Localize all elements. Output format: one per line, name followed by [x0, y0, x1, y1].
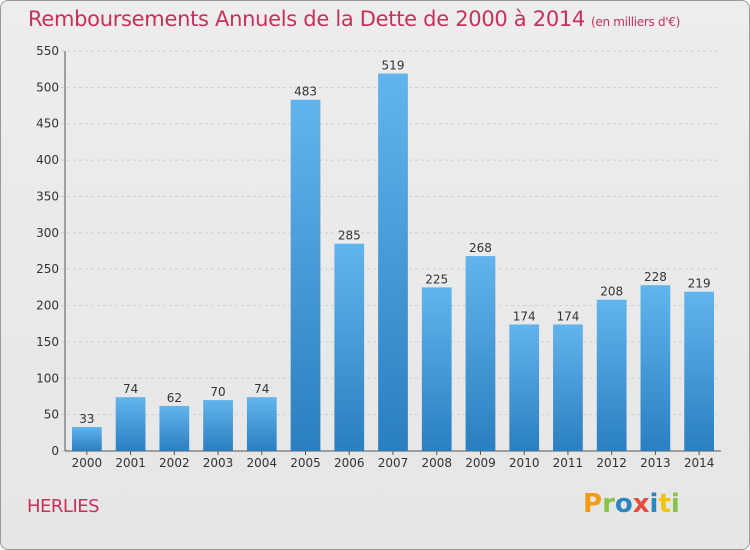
bar [640, 285, 671, 451]
y-tick-label: 450 [36, 117, 59, 131]
city-name: HERLIES [27, 496, 100, 517]
bar [596, 299, 627, 451]
x-tick-label: 2011 [553, 456, 584, 470]
data-label: 174 [556, 309, 579, 323]
x-tick-label: 2014 [684, 456, 715, 470]
data-label: 225 [425, 272, 448, 286]
y-tick-label: 100 [36, 371, 59, 385]
y-tick-label: 500 [36, 80, 59, 94]
bar [553, 324, 583, 451]
x-tick-label: 2003 [203, 456, 234, 470]
x-tick-label: 2007 [378, 456, 409, 470]
bar [378, 73, 408, 451]
y-tick-label: 50 [44, 408, 59, 422]
x-tick-label: 2009 [465, 456, 496, 470]
y-tick-label: 200 [36, 299, 59, 313]
bar [115, 397, 146, 451]
bar [71, 427, 102, 451]
chart-title-text: Remboursements Annuels de la Dette de 20… [28, 7, 585, 31]
data-label: 519 [382, 59, 405, 73]
x-tick-label: 2008 [421, 456, 452, 470]
proxiti-logo: Proxiti [583, 489, 680, 519]
bar [334, 243, 365, 451]
x-tick-label: 2002 [159, 456, 190, 470]
x-tick-label: 2005 [290, 456, 321, 470]
y-tick-label: 150 [36, 335, 59, 349]
x-tick-label: 2006 [334, 456, 365, 470]
data-label: 285 [338, 229, 361, 243]
data-label: 268 [469, 241, 492, 255]
y-tick-label: 550 [36, 44, 59, 58]
data-label: 483 [294, 85, 317, 99]
chart-unit: (en milliers d'€) [591, 15, 681, 29]
x-tick-label: 2010 [509, 456, 540, 470]
y-tick-label: 350 [36, 189, 59, 203]
y-tick-label: 300 [36, 226, 59, 240]
logo-letter: i [649, 489, 659, 519]
y-tick-label: 0 [51, 444, 59, 458]
bar [465, 256, 496, 451]
x-tick-label: 2001 [115, 456, 146, 470]
bar [290, 99, 321, 452]
data-label: 219 [688, 277, 711, 291]
logo-letter: o [614, 489, 633, 519]
data-label: 74 [254, 382, 269, 396]
bar [684, 291, 715, 451]
data-label: 228 [644, 270, 667, 284]
data-label: 208 [600, 285, 623, 299]
x-tick-label: 2000 [72, 456, 103, 470]
y-tick-label: 400 [36, 153, 59, 167]
logo-letter: t [658, 489, 671, 519]
chart-title: Remboursements Annuels de la Dette de 20… [28, 7, 680, 31]
bar [203, 400, 233, 451]
x-tick-label: 2012 [596, 456, 627, 470]
data-label: 33 [79, 412, 94, 426]
bar [421, 287, 452, 451]
x-tick-label: 2013 [640, 456, 671, 470]
x-tick-label: 2004 [247, 456, 278, 470]
logo-letter: x [632, 489, 650, 519]
bar [509, 324, 540, 451]
logo-letter: i [670, 489, 680, 519]
logo-letter: r [602, 489, 615, 519]
data-label: 174 [513, 309, 536, 323]
bar [159, 405, 190, 451]
data-label: 62 [167, 391, 182, 405]
data-label: 74 [123, 382, 138, 396]
y-tick-label: 250 [36, 262, 59, 276]
bar [246, 397, 277, 451]
data-label: 70 [210, 385, 225, 399]
logo-letter: P [583, 489, 603, 519]
